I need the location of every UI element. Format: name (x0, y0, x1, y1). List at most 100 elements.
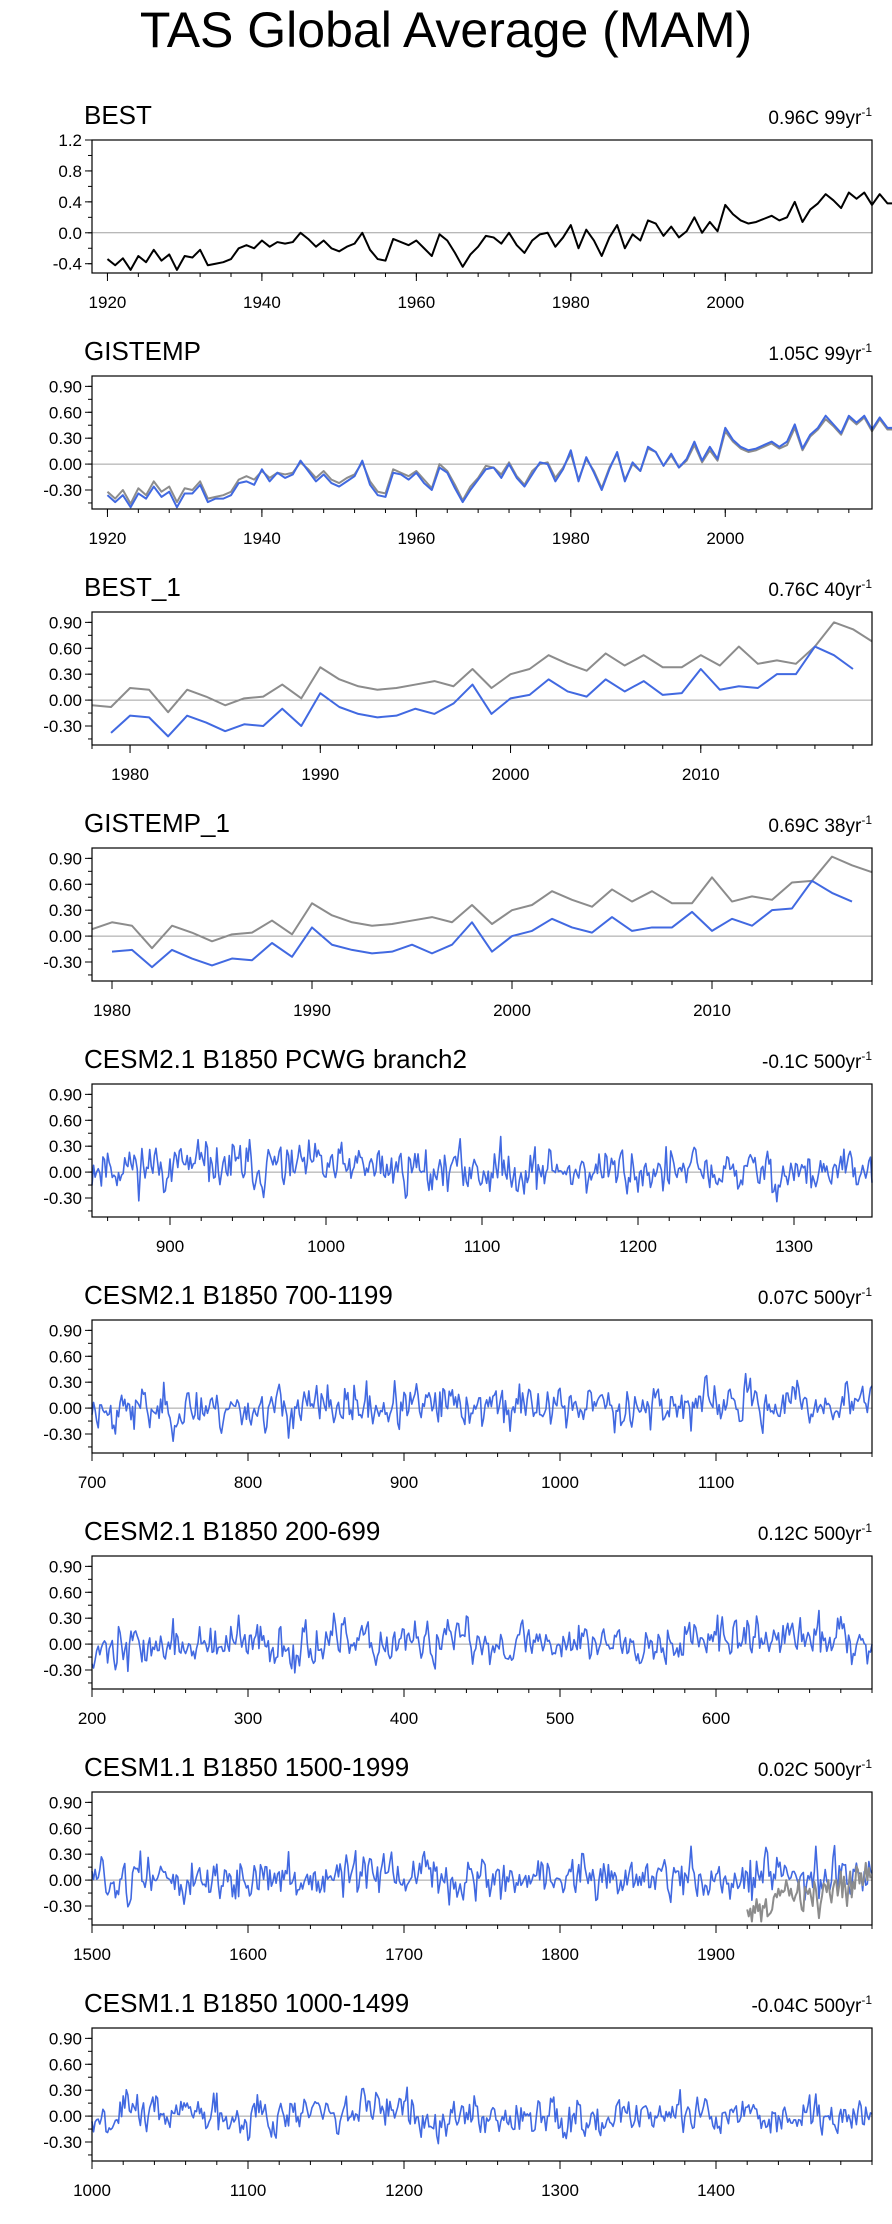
y-tick-label: -0.30 (43, 953, 82, 972)
y-tick-label: 0.30 (49, 665, 82, 684)
x-tick-label: 1500 (73, 1945, 111, 1964)
x-tick-label: 1960 (397, 293, 435, 312)
y-tick-label: 0.4 (58, 193, 82, 212)
x-tick-label: 2000 (492, 765, 530, 784)
plot-frame (91, 847, 873, 982)
x-tick-label: 1100 (698, 1473, 735, 1492)
x-tick-label: 1000 (73, 2181, 111, 2200)
y-tick-label: -0.30 (43, 1661, 82, 1680)
x-tick-label: 2010 (693, 1001, 731, 1020)
x-tick-label: 1990 (293, 1001, 331, 1020)
x-tick-label: 900 (390, 1473, 418, 1492)
plot-frame (91, 375, 873, 510)
y-tick-label: 0.60 (49, 2055, 82, 2074)
y-tick-label: 0.60 (49, 403, 82, 422)
x-tick-label: 1000 (307, 1237, 345, 1256)
x-tick-label: 1980 (111, 765, 149, 784)
series-line-1 (91, 1135, 873, 1203)
series-line-2 (110, 645, 854, 738)
panel-9: CESM1.1 B1850 1000-1499 -0.04C 500yr-1 -0.… (43, 1988, 873, 2200)
y-tick-label: 0.90 (49, 1085, 82, 1104)
x-tick-label: 1600 (229, 1945, 267, 1964)
panel-8: CESM1.1 B1850 1500-1999 0.02C 500yr-1 -0.3… (43, 1752, 873, 1964)
y-tick-label: 0.60 (49, 1111, 82, 1130)
y-tick-label: 0.90 (49, 1321, 82, 1340)
trend-superscript: -1 (861, 1049, 872, 1063)
y-tick-label: 0.00 (49, 691, 82, 710)
panel-1: BEST 0.96C 99yr-1 -0.4 0.0 0.4 0.8 1.2 1920 1940… (53, 100, 892, 312)
trend-superscript: -1 (861, 1521, 872, 1535)
y-tick-label: 0.60 (49, 1347, 82, 1366)
panel-title: CESM2.1 B1850 700-1199 (84, 1280, 393, 1310)
panel-title: CESM2.1 B1850 200-699 (84, 1516, 380, 1546)
x-tick-label: 1900 (697, 1945, 735, 1964)
y-tick-label: 0.30 (49, 1609, 82, 1628)
y-tick-label: 0.00 (49, 455, 82, 474)
panel-trend: 0.02C 500yr-1 (758, 1757, 873, 1781)
x-tick-label: 1800 (541, 1945, 579, 1964)
y-tick-label: 0.90 (49, 1793, 82, 1812)
panel-6: CESM2.1 B1850 700-1199 0.07C 500yr-1 -0.30… (43, 1280, 873, 1492)
x-tick-label: 700 (78, 1473, 106, 1492)
panel-trend: 0.69C 38yr-1 (768, 813, 872, 837)
panel-2: GISTEMP 1.05C 99yr-1 -0.30 0.00 0.30 0.60 0.90… (43, 336, 892, 548)
y-tick-label: -0.30 (43, 481, 82, 500)
y-tick-label: 0.00 (49, 1399, 82, 1418)
plot-frame (91, 139, 873, 274)
panel-trend: 0.76C 40yr-1 (768, 577, 872, 601)
x-tick-label: 2000 (493, 1001, 531, 1020)
x-tick-label: 1200 (619, 1237, 657, 1256)
x-tick-label: 500 (546, 1709, 574, 1728)
y-tick-label: -0.30 (43, 2133, 82, 2152)
y-tick-label: 0.90 (49, 377, 82, 396)
x-tick-label: 1940 (243, 293, 281, 312)
x-tick-label: 1400 (697, 2181, 735, 2200)
panel-7: CESM2.1 B1850 200-699 0.12C 500yr-1 -0.30 0… (43, 1516, 873, 1728)
x-tick-label: 200 (78, 1709, 106, 1728)
y-tick-label: 0.00 (49, 927, 82, 946)
panel-title: BEST_1 (84, 572, 181, 602)
x-tick-label: 1980 (552, 293, 590, 312)
y-tick-label: -0.30 (43, 1425, 82, 1444)
panel-trend: 0.12C 500yr-1 (758, 1521, 873, 1545)
panel-title: CESM1.1 B1850 1000-1499 (84, 1988, 409, 2018)
y-tick-label: 0.30 (49, 1373, 82, 1392)
plot-frame (91, 1555, 873, 1690)
trend-superscript: -1 (861, 341, 872, 355)
panel-trend: 0.96C 99yr-1 (768, 105, 872, 129)
series-line-1 (91, 621, 873, 714)
plot-frame (91, 1319, 873, 1454)
y-tick-label: 0.90 (49, 613, 82, 632)
y-tick-label: 1.2 (58, 131, 82, 150)
panel-trend: -0.1C 500yr-1 (762, 1049, 872, 1073)
panel-5: CESM2.1 B1850 PCWG branch2 -0.1C 500yr-1-… (43, 1044, 873, 1256)
panel-title: CESM2.1 B1850 PCWG branch2 (84, 1044, 467, 1074)
series-line-1 (106, 191, 892, 271)
y-tick-label: 0.60 (49, 639, 82, 658)
plot-frame (91, 2027, 873, 2162)
panel-title: GISTEMP (84, 336, 201, 366)
plot-frame (91, 611, 873, 746)
y-tick-label: 0.60 (49, 1583, 82, 1602)
x-tick-label: 800 (234, 1473, 262, 1492)
series-line-1 (91, 1372, 873, 1443)
x-tick-label: 1960 (397, 529, 435, 548)
plot-frame (91, 1083, 873, 1218)
trend-superscript: -1 (861, 1993, 872, 2007)
series-line-2 (106, 414, 892, 509)
panel-trend: 0.07C 500yr-1 (758, 1285, 873, 1309)
panel-trend: 1.05C 99yr-1 (768, 341, 872, 365)
x-tick-label: 1920 (89, 529, 127, 548)
y-tick-label: -0.30 (43, 1189, 82, 1208)
x-tick-label: 400 (390, 1709, 418, 1728)
x-tick-label: 1200 (385, 2181, 423, 2200)
y-tick-label: -0.4 (53, 255, 82, 274)
y-tick-label: -0.30 (43, 1897, 82, 1916)
series-line-1 (91, 1844, 873, 1908)
y-tick-label: 0.00 (49, 1871, 82, 1890)
panel-trend: -0.04C 500yr-1 (751, 1993, 872, 2017)
series-line-1 (91, 1609, 873, 1674)
y-tick-label: 0.8 (58, 162, 82, 181)
y-tick-label: 0.30 (49, 901, 82, 920)
